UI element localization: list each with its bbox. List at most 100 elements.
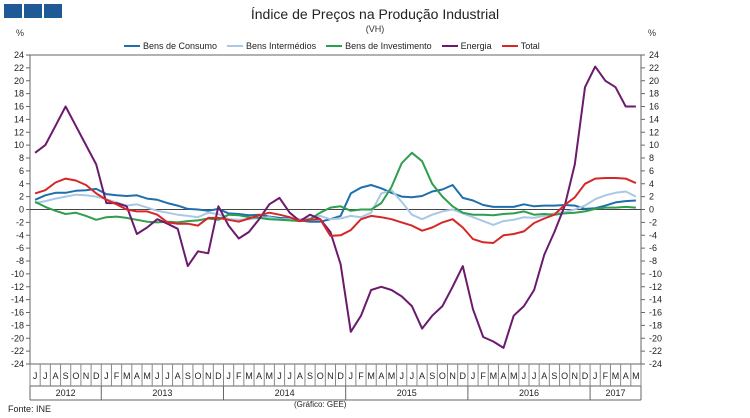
x-tick-label: M [123, 371, 131, 381]
y-tick-label-left: 8 [19, 153, 24, 163]
logo-block [24, 4, 42, 18]
logo-block [4, 4, 22, 18]
series-line-bens-intermedios [34, 189, 637, 226]
series-line-bens-de-investimento [34, 151, 636, 224]
y-tick-label-left: -8 [16, 256, 24, 266]
y-tick-label-right: -14 [649, 295, 662, 305]
y-tick-label-left: 0 [19, 205, 24, 215]
legend-label: Total [520, 41, 540, 51]
x-tick-label: A [419, 371, 425, 381]
x-tick-label: D [93, 371, 100, 381]
y-tick-label-left: -12 [11, 282, 24, 292]
logo-block [44, 4, 62, 18]
y-tick-label-left: -2 [16, 217, 24, 227]
x-tick-label: J [522, 371, 527, 381]
x-tick-label: S [185, 371, 191, 381]
x-tick-label: M [266, 371, 274, 381]
y-tick-label-right: -18 [649, 320, 662, 330]
legend-label: Bens Intermédios [246, 41, 317, 51]
y-tick-label-right: -4 [649, 230, 657, 240]
y-tick-label-right: 20 [649, 76, 659, 86]
x-tick-label: J [155, 371, 160, 381]
year-label: 2012 [56, 388, 76, 398]
y-tick-label-right: -10 [649, 269, 662, 279]
y-tick-label-left: 2 [19, 192, 24, 202]
x-tick-label: O [72, 371, 79, 381]
y-tick-label-right: -8 [649, 256, 657, 266]
legend-item: Bens de Investimento [326, 41, 432, 51]
x-tick-label: J [471, 371, 476, 381]
x-tick-label: M [245, 371, 253, 381]
legend-item: Total [501, 41, 540, 51]
y-tick-label-left: 22 [14, 63, 24, 73]
x-tick-label: N [449, 371, 456, 381]
y-tick-label-right: 14 [649, 114, 659, 124]
x-tick-label: M [632, 371, 640, 381]
y-axis-unit-right: % [648, 28, 657, 38]
legend-label: Energia [460, 41, 492, 51]
x-tick-label: S [63, 371, 69, 381]
chart-legend: Bens de Consumo Bens Intermédios Bens de I… [124, 41, 540, 51]
x-tick-label: J [277, 371, 282, 381]
x-tick-label: S [551, 371, 557, 381]
x-tick-label: J [532, 371, 537, 381]
y-tick-label-right: 18 [649, 89, 659, 99]
y-tick-label-right: 6 [649, 166, 654, 176]
y-tick-label-right: 8 [649, 153, 654, 163]
x-tick-label: J [593, 371, 598, 381]
x-tick-label: O [439, 371, 446, 381]
legend-item: Bens de Consumo [124, 41, 217, 51]
chart-title: Índice de Preços na Produção Industrial [250, 6, 500, 22]
x-tick-label: F [358, 371, 364, 381]
x-tick-label: A [134, 371, 140, 381]
x-tick-label: N [327, 371, 334, 381]
x-tick-label: N [83, 371, 90, 381]
y-tick-label-left: -4 [16, 230, 24, 240]
series-line-total [34, 177, 637, 244]
y-tick-label-left: 16 [14, 102, 24, 112]
x-tick-label: M [367, 371, 375, 381]
y-tick-label-right: -24 [649, 359, 662, 369]
y-tick-label-right: -6 [649, 243, 657, 253]
x-tick-label: O [561, 371, 568, 381]
y-tick-label-left: -20 [11, 333, 24, 343]
year-label: 2015 [397, 388, 417, 398]
x-tick-label: A [297, 371, 303, 381]
y-tick-label-right: 4 [649, 179, 654, 189]
source-note: Fonte: INE [8, 404, 52, 414]
x-tick-label: M [612, 371, 620, 381]
year-label: 2017 [606, 388, 626, 398]
x-tick-label: J [287, 371, 292, 381]
x-tick-label: J [43, 371, 48, 381]
year-label: 2013 [152, 388, 172, 398]
legend-label: Bens de Consumo [143, 41, 218, 51]
x-tick-label: O [317, 371, 324, 381]
y-tick-label-right: -16 [649, 308, 662, 318]
y-tick-label-left: 12 [14, 127, 24, 137]
y-tick-label-right: 10 [649, 140, 659, 150]
x-tick-label: M [510, 371, 518, 381]
publisher-logo [4, 4, 62, 18]
y-tick-label-right: -22 [649, 346, 662, 356]
y-tick-label-left: -24 [11, 359, 24, 369]
x-tick-label: F [480, 371, 486, 381]
y-tick-label-right: 2 [649, 192, 654, 202]
y-tick-label-left: 6 [19, 166, 24, 176]
legend-swatch [227, 45, 244, 47]
y-tick-label-left: 20 [14, 76, 24, 86]
y-tick-label-left: -6 [16, 243, 24, 253]
x-tick-label: A [541, 371, 547, 381]
y-tick-label-right: -12 [649, 282, 662, 292]
x-tick-label: N [205, 371, 212, 381]
y-tick-label-right: -20 [649, 333, 662, 343]
legend-swatch [326, 45, 343, 47]
legend-swatch [124, 45, 140, 47]
chart-subtitle: (VH) [365, 24, 385, 34]
x-tick-label: A [52, 371, 58, 381]
year-label: 2016 [519, 388, 539, 398]
x-tick-label: A [256, 371, 262, 381]
y-tick-label-left: -18 [11, 320, 24, 330]
y-tick-label-left: 10 [14, 140, 24, 150]
x-tick-label: D [337, 371, 344, 381]
